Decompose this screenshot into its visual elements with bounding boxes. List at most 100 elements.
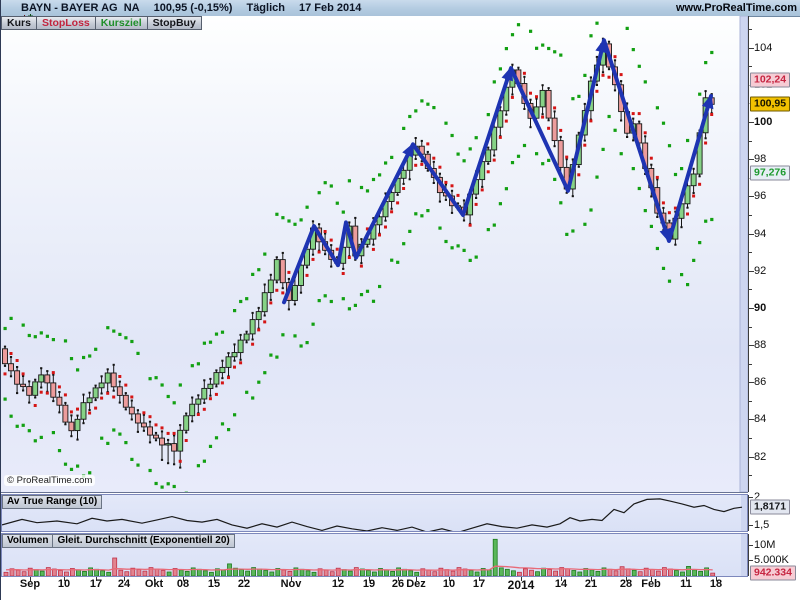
price-axis-tick (749, 270, 754, 272)
time-axis-label: 15 (207, 578, 221, 590)
copyright-label: © ProRealTime.com (4, 475, 96, 486)
time-axis-tick (479, 577, 480, 581)
volume-ma-tab[interactable]: Gleit. Durchschnitt (Exponentiell 20) (52, 534, 235, 548)
atr-axis-tick (749, 497, 753, 499)
volume-panel[interactable]: Volumen Gleit. Durchschnitt (Exponentiel… (1, 533, 748, 577)
price-axis-tick (749, 475, 752, 477)
price-axis-tick (749, 196, 754, 198)
price-target-dots (3, 21, 714, 492)
session-date: 17 Feb 2014 (298, 2, 362, 14)
time-axis-label: Sep (19, 578, 41, 590)
title-bar: BAYN - BAYER AG NA 100,95 (-0,15%) Tägli… (1, 0, 800, 26)
time-axis[interactable]: Sep 10 17 24 Okt 08 15 22 Nov 12 19 26 Dez 10 17 2014 14… (1, 577, 748, 592)
price-axis-tick (749, 438, 752, 440)
price-axis-tick (749, 456, 754, 458)
volume-value-badge: 942.334 (750, 565, 796, 581)
price-axis-tick (749, 29, 752, 31)
website-label: www.ProRealTime.com (675, 2, 797, 14)
time-axis-tick (291, 577, 292, 581)
price-axis-label: 100 (754, 115, 773, 128)
instrument-title: BAYN - BAYER AG NA (21, 2, 140, 14)
time-axis-label: 14 (554, 578, 568, 590)
atr-axis-label: 1,5 (754, 518, 770, 531)
zigzag-arrowhead (501, 66, 513, 82)
time-axis-tick (449, 577, 450, 581)
price-axis-tick (749, 419, 754, 421)
time-axis-label: 10 (57, 578, 71, 590)
axis-line (748, 495, 749, 531)
time-axis-label: 12 (331, 578, 345, 590)
axis-line (748, 16, 749, 492)
time-axis-tick (521, 577, 522, 581)
atr-indicator-panel[interactable]: Av True Range (10) (1, 494, 748, 532)
price-axis-tick (749, 363, 752, 365)
price-axis-tick (749, 233, 754, 235)
price-axis-tick (749, 400, 752, 402)
time-axis-label: 21 (584, 578, 598, 590)
axis-gutter (741, 495, 747, 531)
atr-value-badge: 1,8171 (750, 499, 791, 515)
price-axis-tick (749, 159, 754, 161)
tab-kursziel[interactable]: Kursziel (94, 16, 148, 30)
time-axis-label: 28 (619, 578, 633, 590)
time-axis-tick (64, 577, 65, 581)
price-badge-stop: 102,24 (750, 72, 791, 88)
atr-indicator-tab[interactable]: Av True Range (10) (2, 495, 103, 509)
price-chart-area[interactable]: © ProRealTime.com (1, 16, 748, 493)
time-axis-tick (651, 577, 652, 581)
axis-gutter (741, 534, 747, 576)
price-axis-label: 84 (754, 413, 767, 426)
price-axis-label: 88 (754, 339, 767, 352)
price-axis-tick (749, 382, 754, 384)
price-axis-tick (749, 214, 752, 216)
price-axis-label: 86 (754, 376, 767, 389)
zigzag-arrowhead (402, 142, 414, 158)
price-axis-tick (749, 66, 752, 68)
time-axis-tick (214, 577, 215, 581)
time-axis-label: 17 (472, 578, 486, 590)
price-axis-tick (749, 289, 752, 291)
time-axis-tick (338, 577, 339, 581)
time-axis-tick (124, 577, 125, 581)
time-axis-label: Nov (280, 578, 302, 590)
time-axis-label: 2014 (507, 578, 535, 592)
price-axis-label: 104 (754, 41, 773, 54)
zigzag-arrowhead (701, 94, 714, 110)
time-axis-label: 10 (442, 578, 456, 590)
tab-kurs[interactable]: Kurs (1, 16, 37, 30)
price-axis-tick (749, 252, 752, 254)
price-badge-target: 97,276 (750, 165, 791, 181)
time-axis-tick (183, 577, 184, 581)
time-axis-tick (369, 577, 370, 581)
time-axis-tick (716, 577, 717, 581)
atr-axis-label: 2 (754, 491, 761, 504)
price-axis-tick (749, 307, 754, 309)
axis-line (748, 534, 749, 576)
atr-axis-tick (749, 524, 753, 526)
last-quote: 100,95 (-0,15%) (153, 2, 233, 14)
volume-axis-label: 5.000K (754, 554, 789, 567)
time-axis-tick (561, 577, 562, 581)
zigzag-arrowhead (595, 38, 608, 54)
price-axis-tick (749, 47, 754, 49)
time-axis-tick (591, 577, 592, 581)
atr-line (2, 498, 743, 531)
time-axis-label: 17 (89, 578, 103, 590)
price-axis-label: 94 (754, 227, 767, 240)
price-axis-tick (749, 140, 752, 142)
time-axis-label: 11 (680, 578, 692, 590)
time-axis-tick (626, 577, 627, 581)
price-axis-label: 92 (754, 264, 767, 277)
time-axis-label: 19 (362, 578, 376, 590)
tab-stoploss[interactable]: StopLoss (35, 16, 96, 30)
volume-axis-tick (749, 560, 753, 562)
volume-tab[interactable]: Volumen (2, 534, 54, 548)
time-axis-tick (244, 577, 245, 581)
time-axis-label: 26 (391, 578, 405, 590)
price-axis-tick (749, 345, 754, 347)
timeframe-label: Täglich (246, 2, 285, 14)
tab-stopbuy[interactable]: StopBuy (146, 16, 202, 30)
price-axis-label: 90 (754, 301, 767, 314)
axis-gutter (739, 16, 748, 492)
